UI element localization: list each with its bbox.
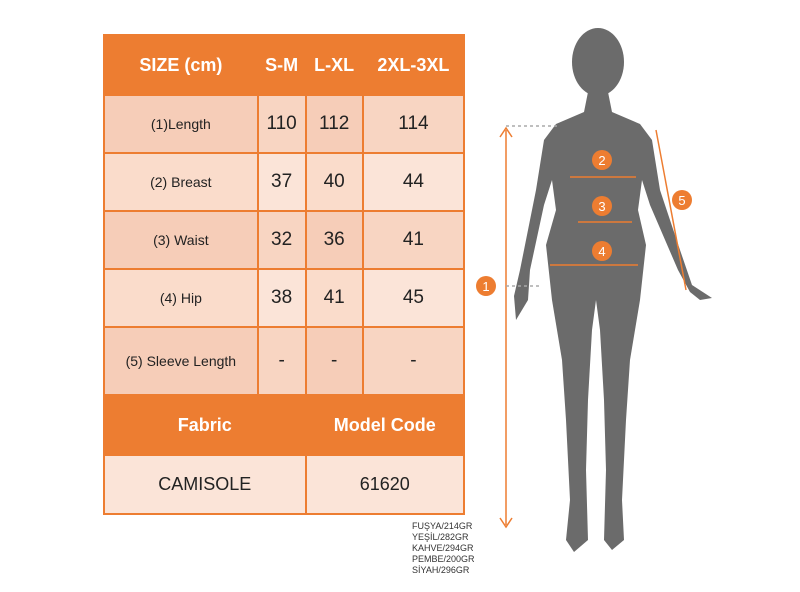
- cell: 114: [361, 94, 466, 154]
- cell: 110: [256, 94, 307, 154]
- header-l-xl: L-XL: [304, 34, 364, 96]
- row-label: (5) Sleeve Length: [103, 326, 259, 396]
- weight-item: KAHVE/294GR: [412, 543, 474, 553]
- cell: 36: [304, 210, 364, 270]
- weight-item: PEMBE/200GR: [412, 554, 475, 564]
- cell: 40: [304, 152, 364, 212]
- model-code-value: 61620: [304, 454, 465, 515]
- header-2xl-3xl: 2XL-3XL: [361, 34, 466, 96]
- weight-item: FUŞYA/214GR: [412, 521, 473, 531]
- woman-silhouette: [514, 28, 712, 552]
- row-label: (1)Length: [103, 94, 259, 154]
- cell: -: [256, 326, 307, 396]
- cell: 41: [361, 210, 466, 270]
- cell: 32: [256, 210, 307, 270]
- table-row: (1)Length 110 112 114: [103, 94, 466, 154]
- body-silhouette-diagram: 1 2 3 4 5: [476, 28, 712, 552]
- color-weights-list: FUŞYA/214GR YEŞİL/282GR KAHVE/294GR PEMB…: [412, 521, 475, 576]
- model-code-label: Model Code: [304, 394, 465, 456]
- table-row: (4) Hip 38 41 45: [103, 268, 466, 328]
- marker-4: 4: [598, 244, 605, 259]
- marker-2: 2: [598, 153, 605, 168]
- table-row: (2) Breast 37 40 44: [103, 152, 466, 212]
- table-row: (3) Waist 32 36 41: [103, 210, 466, 270]
- table-header: SIZE (cm) S-M L-XL 2XL-3XL: [103, 34, 466, 96]
- weight-item: YEŞİL/282GR: [412, 532, 469, 542]
- cell: 45: [361, 268, 466, 328]
- marker-5: 5: [678, 193, 685, 208]
- header-s-m: S-M: [256, 34, 307, 96]
- marker-3: 3: [598, 199, 605, 214]
- fabric-value-row: CAMISOLE 61620: [103, 454, 465, 515]
- fabric-label: Fabric: [103, 394, 307, 456]
- measurement-markers: [476, 150, 692, 296]
- cell: 37: [256, 152, 307, 212]
- cell: -: [304, 326, 364, 396]
- size-chart-table: SIZE (cm) S-M L-XL 2XL-3XL (1)Length 110 1…: [103, 34, 466, 515]
- row-label: (4) Hip: [103, 268, 259, 328]
- cell: 44: [361, 152, 466, 212]
- marker-1: 1: [482, 279, 489, 294]
- weight-item: SİYAH/296GR: [412, 565, 470, 575]
- row-label: (2) Breast: [103, 152, 259, 212]
- cell: -: [361, 326, 466, 396]
- row-label: (3) Waist: [103, 210, 259, 270]
- cell: 38: [256, 268, 307, 328]
- header-size: SIZE (cm): [103, 34, 259, 96]
- table-row: (5) Sleeve Length - - -: [103, 326, 466, 396]
- fabric-header-row: Fabric Model Code: [103, 394, 465, 456]
- cell: 41: [304, 268, 364, 328]
- cell: 112: [304, 94, 364, 154]
- fabric-value: CAMISOLE: [103, 454, 307, 515]
